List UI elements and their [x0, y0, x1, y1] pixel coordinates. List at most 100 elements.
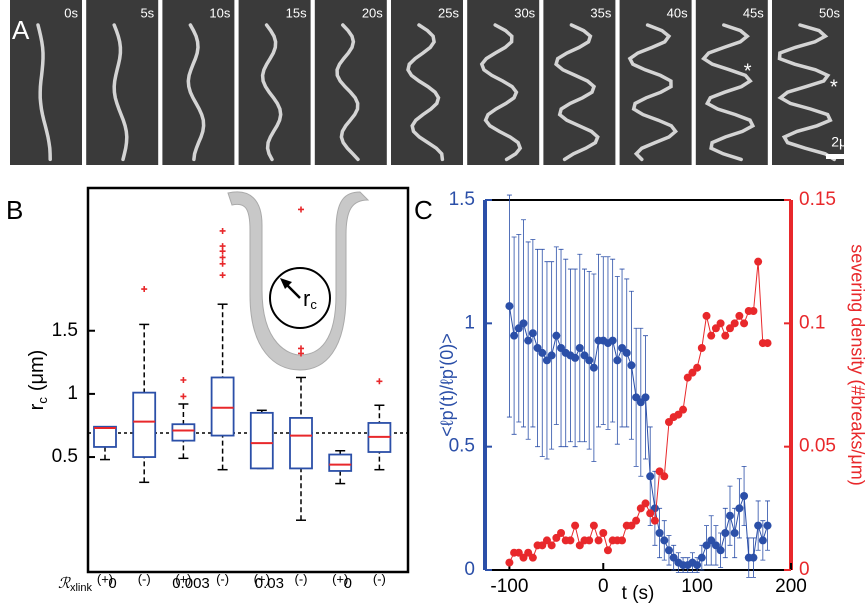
filament	[186, 23, 206, 162]
x-tick-label: -100	[490, 576, 528, 597]
data-point	[716, 319, 725, 328]
outlier	[141, 286, 148, 293]
image-frame	[162, 0, 235, 165]
x-tick-label: (+)	[332, 571, 348, 586]
data-point	[538, 348, 547, 357]
image-frame	[391, 0, 463, 165]
data-point	[650, 516, 659, 525]
data-point	[510, 331, 519, 340]
y-label-unit: (μm)	[26, 350, 48, 392]
data-point	[758, 536, 767, 545]
data-point	[552, 331, 561, 340]
parameter-value: 0.03	[255, 575, 284, 592]
y2-tick-label: 0	[799, 559, 810, 580]
box	[93, 425, 117, 448]
filament	[701, 23, 756, 162]
data-point	[754, 257, 763, 266]
panel-label: B	[6, 195, 23, 225]
scale-bar-label: 2μm	[831, 134, 859, 150]
panel-label: C	[414, 195, 433, 225]
parameter-value: 0.003	[172, 575, 210, 592]
x-tick-label: 200	[775, 576, 807, 597]
data-point	[763, 339, 772, 348]
data-point	[655, 529, 664, 537]
outlier	[180, 393, 187, 400]
data-point	[547, 541, 556, 550]
data-point	[566, 536, 575, 545]
y-tick-label: 1.5	[52, 320, 78, 341]
outlier	[376, 378, 383, 385]
parameter-label: ℛxlink	[58, 575, 92, 594]
data-point	[519, 319, 528, 328]
filament	[36, 23, 52, 162]
marker: *	[744, 60, 752, 82]
y-label-main: r	[26, 403, 48, 410]
time-label: 30s	[514, 5, 535, 20]
time-label: 20s	[362, 5, 383, 20]
data-point	[641, 499, 650, 508]
data-point	[589, 363, 598, 372]
data-point	[660, 472, 669, 481]
data-point	[594, 536, 603, 545]
data-point	[627, 361, 636, 370]
time-label: 0s	[64, 5, 78, 20]
plot-frame	[86, 186, 410, 574]
box	[171, 423, 196, 442]
y-tick-label: 0.5	[449, 436, 475, 457]
data-point	[646, 472, 655, 481]
data-point	[660, 536, 669, 545]
data-point	[524, 336, 533, 345]
outlier	[298, 350, 304, 357]
y-axis-label: <ℓp'(t)/ℓp'(0)>	[437, 333, 457, 437]
y2-axis-label: severing density (#breaks/μm)	[847, 244, 867, 485]
data-point	[608, 336, 617, 345]
data-point	[618, 536, 627, 545]
image-strip: 0s 5s 10s 15s 20s 25s 30s 35s 40s 45s 50s * * 2μm	[10, 0, 864, 165]
inset-label: rc	[303, 286, 317, 313]
filament	[554, 23, 600, 162]
y2-tick-label: 0.05	[799, 436, 836, 457]
data-point	[721, 331, 730, 340]
data-point	[749, 553, 758, 562]
outlier	[219, 260, 226, 267]
data-point	[505, 302, 514, 311]
outlier	[219, 254, 226, 261]
box	[249, 411, 274, 470]
x-tick-label: 100	[681, 576, 713, 597]
series-line	[508, 306, 768, 566]
data-point	[641, 393, 650, 402]
data-point	[716, 546, 725, 555]
x-tick-label: (-)	[373, 571, 386, 586]
data-point	[693, 363, 702, 372]
data-point	[585, 536, 594, 545]
data-point	[571, 521, 580, 530]
image-frame	[695, 0, 768, 165]
outlier	[298, 345, 304, 352]
data-point	[730, 319, 739, 328]
data-point	[505, 558, 514, 567]
panel-label: A	[12, 15, 30, 45]
data-point	[632, 516, 641, 525]
data-point	[622, 348, 631, 357]
data-point	[603, 546, 612, 555]
data-point	[721, 529, 730, 537]
data-point	[697, 553, 706, 562]
data-point	[730, 529, 739, 537]
time-label: 15s	[286, 5, 307, 20]
y2-tick-label: 0.15	[799, 189, 836, 210]
data-point	[528, 553, 537, 562]
x-tick-label: (+)	[175, 571, 191, 586]
filament	[335, 23, 360, 162]
inset-label-sub: c	[310, 297, 317, 312]
data-point	[702, 311, 711, 320]
marker: *	[830, 76, 838, 98]
data-point	[599, 529, 608, 537]
box	[210, 376, 235, 437]
box	[328, 453, 353, 472]
image-frame	[86, 0, 159, 165]
image-frame	[10, 0, 82, 165]
data-point	[740, 319, 749, 328]
filament	[627, 23, 679, 162]
data-point	[571, 353, 580, 362]
